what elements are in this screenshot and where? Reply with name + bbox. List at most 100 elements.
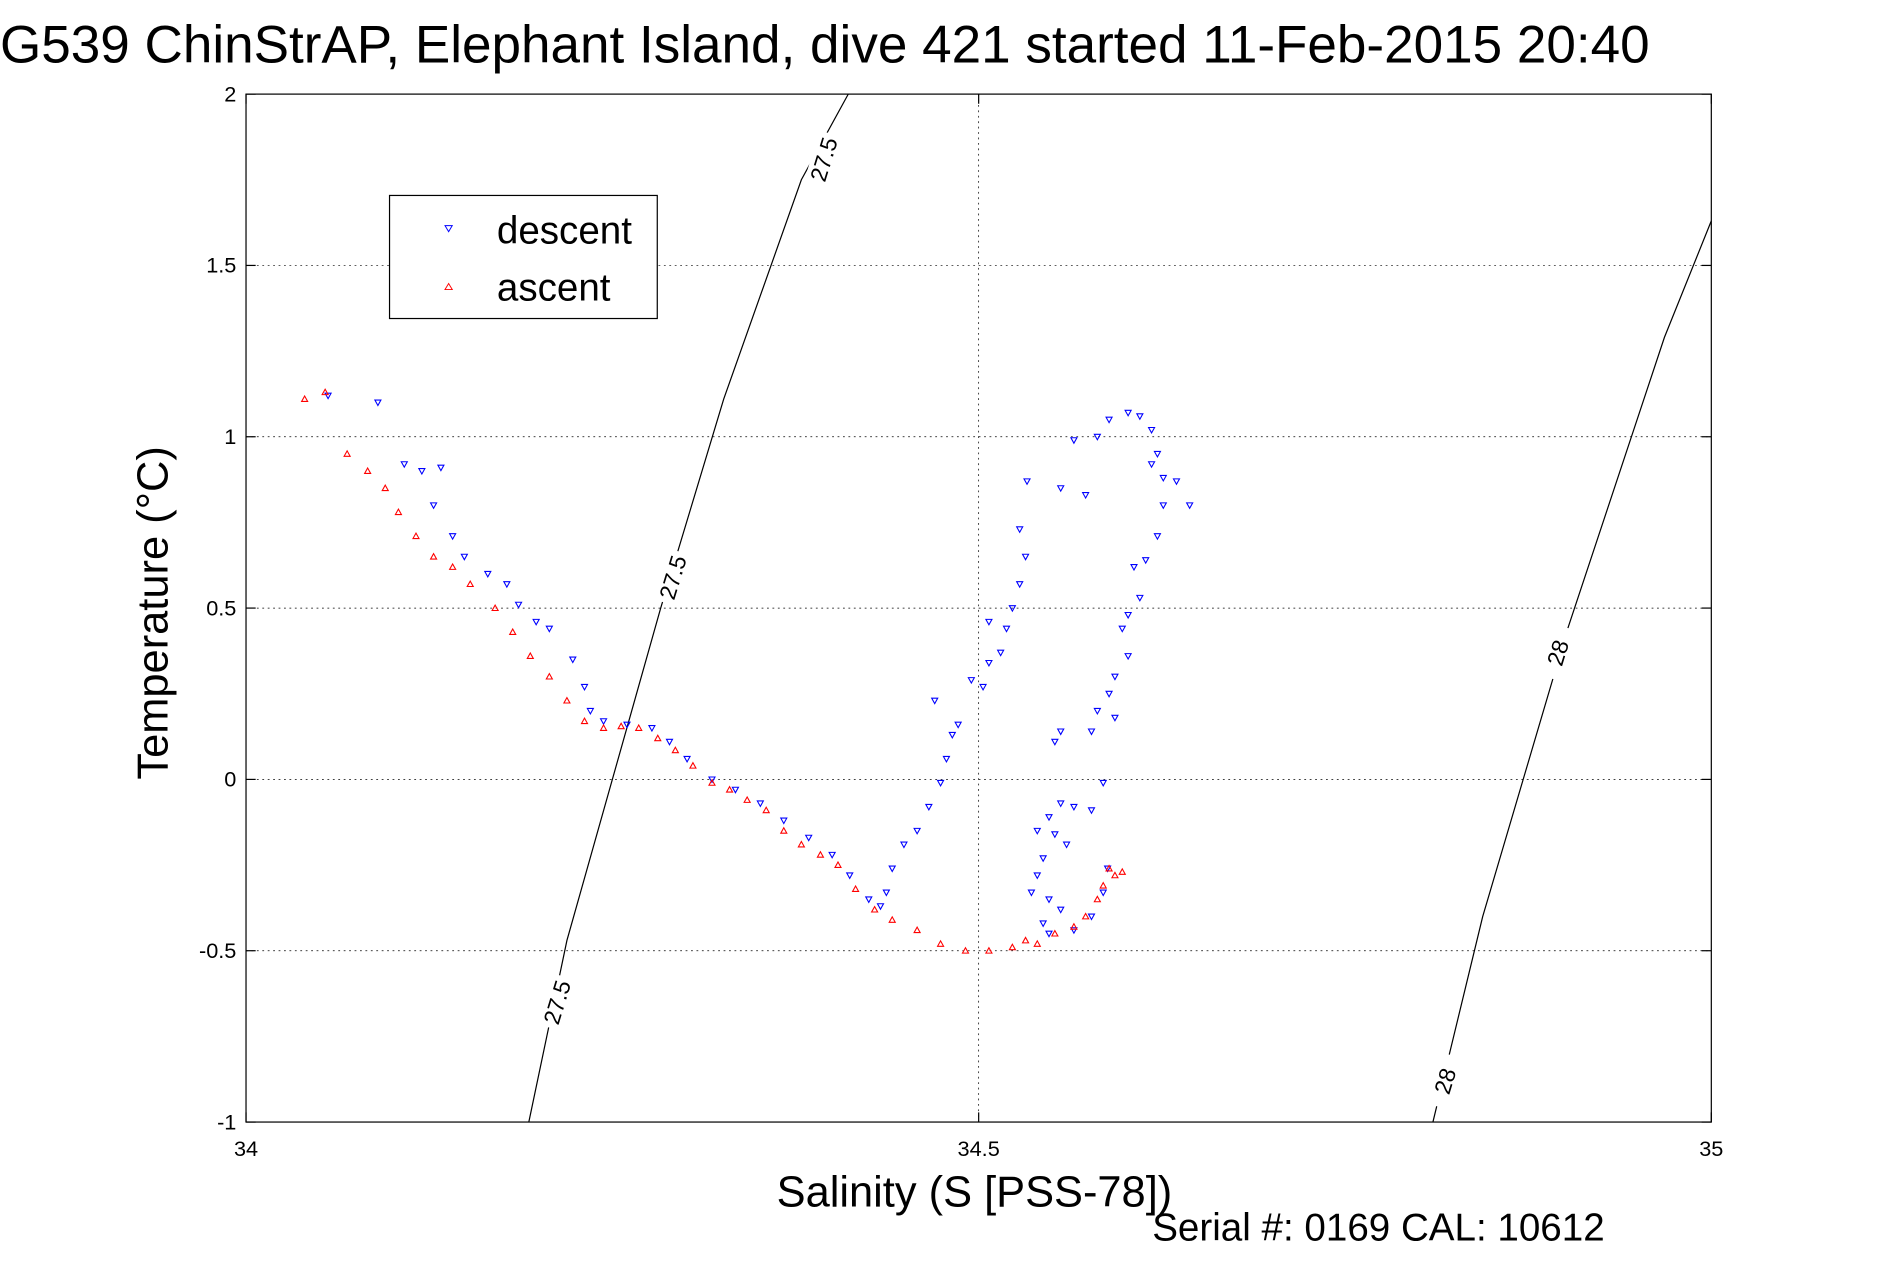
ascent-point bbox=[1033, 939, 1042, 947]
ascent-point bbox=[779, 826, 788, 834]
descent-point bbox=[756, 800, 765, 808]
descent-point bbox=[936, 779, 945, 787]
descent-point bbox=[1056, 800, 1065, 808]
descent-point bbox=[1039, 855, 1048, 863]
descent-point bbox=[1087, 913, 1096, 921]
contour-line-28 bbox=[1432, 220, 1712, 1123]
descent-point bbox=[1008, 605, 1017, 613]
legend: descent ascent bbox=[388, 194, 658, 320]
series-descent bbox=[324, 392, 1194, 938]
contour-label: 27.5 bbox=[538, 977, 576, 1027]
ascent-point bbox=[1093, 895, 1102, 903]
contour-label: 27.5 bbox=[654, 552, 692, 602]
x-axis-label: Salinity (S [PSS-78]) bbox=[777, 1168, 1173, 1216]
contour-label-group: 27.5 bbox=[537, 973, 576, 1032]
descent-point bbox=[1023, 478, 1031, 486]
descent-point bbox=[1062, 841, 1071, 849]
descent-point bbox=[1105, 416, 1114, 424]
ascent-point bbox=[1081, 912, 1090, 920]
descent-point bbox=[1135, 413, 1144, 421]
ascent-point bbox=[936, 939, 945, 947]
descent-point bbox=[804, 834, 813, 842]
descent-point bbox=[913, 827, 922, 835]
x-tick-label: 34 bbox=[234, 1136, 258, 1161]
y-tick-label: 1 bbox=[224, 424, 236, 449]
descent-point bbox=[1118, 625, 1127, 633]
descent-point bbox=[1081, 492, 1090, 500]
descent-point bbox=[647, 725, 656, 733]
ascent-point bbox=[448, 562, 457, 570]
ascent-point bbox=[343, 449, 352, 457]
ascent-point bbox=[491, 603, 500, 612]
descent-point bbox=[1015, 526, 1024, 534]
descent-point bbox=[324, 392, 333, 400]
y-tick-label: -0.5 bbox=[199, 938, 236, 963]
descent-point bbox=[924, 803, 933, 811]
descent-point bbox=[1093, 707, 1102, 716]
descent-point bbox=[899, 841, 908, 849]
ascent-point bbox=[743, 795, 752, 803]
ascent-point bbox=[381, 484, 390, 492]
ascent-point bbox=[634, 723, 643, 731]
descent-point bbox=[1056, 485, 1065, 493]
contour-label-background bbox=[1538, 623, 1577, 682]
legend-marker-descent bbox=[444, 225, 454, 233]
descent-point bbox=[514, 601, 523, 609]
contour-label: 27.5 bbox=[805, 134, 843, 184]
legend-label-ascent: ascent bbox=[497, 266, 611, 309]
contour-label-group: 27.5 bbox=[804, 130, 843, 189]
ascent-point bbox=[394, 508, 403, 516]
descent-point bbox=[1172, 478, 1181, 486]
descent-point bbox=[1185, 502, 1194, 510]
ascent-point bbox=[688, 761, 697, 769]
descent-point bbox=[864, 896, 873, 904]
descent-point bbox=[586, 707, 595, 716]
descent-point bbox=[1124, 653, 1133, 661]
descent-point bbox=[979, 683, 987, 692]
ascent-point bbox=[834, 860, 842, 869]
descent-point bbox=[502, 581, 511, 589]
descent-point bbox=[1069, 437, 1078, 445]
ascent-point bbox=[1110, 871, 1119, 879]
descent-point bbox=[1056, 906, 1065, 914]
data-points bbox=[300, 388, 1194, 954]
descent-point bbox=[568, 656, 577, 664]
descent-point bbox=[417, 468, 426, 476]
descent-point bbox=[1069, 927, 1078, 935]
descent-point bbox=[683, 755, 692, 763]
ascent-point bbox=[617, 722, 626, 730]
ascent-point bbox=[1118, 867, 1127, 875]
contour-label-background bbox=[653, 548, 692, 607]
ascent-point bbox=[984, 946, 993, 954]
descent-point bbox=[1093, 433, 1102, 441]
descent-point bbox=[1033, 827, 1042, 835]
x-tick-label: 35 bbox=[1699, 1136, 1723, 1161]
legend-box bbox=[388, 194, 658, 320]
descent-point bbox=[1135, 594, 1144, 602]
descent-point bbox=[882, 889, 891, 897]
ascent-point bbox=[961, 946, 970, 954]
descent-point bbox=[731, 786, 740, 794]
descent-point bbox=[948, 731, 957, 739]
ascent-point bbox=[1050, 929, 1059, 937]
ascent-point bbox=[1069, 922, 1078, 930]
ascent-point bbox=[599, 723, 608, 731]
ascent-point bbox=[1099, 881, 1108, 889]
y-tick-label: 0 bbox=[224, 767, 236, 792]
chart-title: G539 ChinStrAP, Elephant Island, dive 42… bbox=[0, 16, 1650, 75]
descent-point bbox=[1099, 889, 1108, 897]
descent-point bbox=[984, 659, 993, 668]
y-axis-label: Temperature (°C) bbox=[130, 446, 178, 779]
descent-point bbox=[1124, 409, 1133, 417]
descent-point bbox=[436, 464, 445, 472]
ascent-point bbox=[671, 746, 680, 754]
ascent-point bbox=[562, 696, 571, 704]
axis-ticks: 34 34.5 35 -1 -0.5 0 0.5 1 1.5 2 bbox=[199, 81, 1723, 1160]
y-tick-label: 1.5 bbox=[206, 253, 236, 278]
descent-point bbox=[779, 817, 788, 825]
descent-point bbox=[1147, 426, 1156, 435]
descent-point bbox=[429, 502, 438, 510]
descent-point bbox=[1159, 502, 1168, 510]
ascent-point bbox=[321, 388, 330, 396]
descent-point bbox=[1087, 728, 1096, 736]
